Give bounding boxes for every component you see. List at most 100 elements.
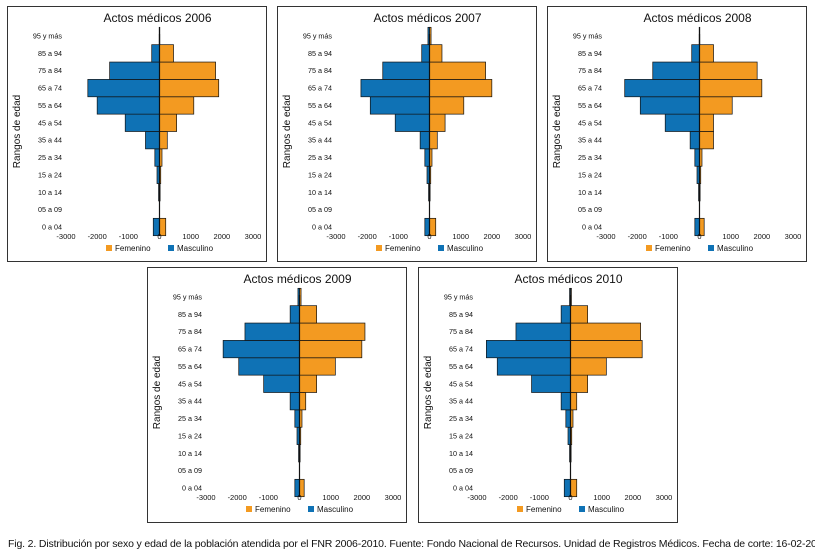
y-tick-label-0-a-04: 0 a 04 — [42, 223, 62, 232]
bar-femenino-45-a-54 — [570, 374, 588, 393]
y-tick-label-25-a-34: 25 a 34 — [449, 414, 473, 423]
bar-femenino-75-a-84 — [429, 61, 486, 80]
y-axis-label: Rangos de edad — [282, 95, 293, 168]
legend-swatch-masculino — [438, 245, 444, 251]
bar-masculino-55-a-64 — [96, 96, 160, 115]
bar-femenino-85-a-94 — [429, 44, 443, 63]
x-tick-label-1000: -1000 — [259, 493, 278, 502]
bar-masculino-85-a-94 — [421, 44, 430, 63]
y-tick-label-25-a-34: 25 a 34 — [178, 414, 202, 423]
y-axis-label: Rangos de edad — [152, 356, 163, 429]
chart-panel-2009: Actos médicos 2009 Rangos de edad 0 a 04 05… — [147, 267, 407, 523]
x-tick-label-1000: -1000 — [389, 232, 408, 241]
bar-femenino-85-a-94 — [570, 305, 588, 324]
y-tick-label-65-a-74: 65 a 74 — [38, 84, 62, 93]
x-tick-label-1000: -1000 — [659, 232, 678, 241]
bar-masculino-35-a-44 — [560, 392, 571, 411]
bar-femenino-65-a-74 — [299, 340, 363, 359]
bar-femenino-75-a-84 — [299, 322, 366, 341]
x-tick-label-1000: 1000 — [593, 493, 610, 502]
bar-femenino-85-a-94 — [699, 44, 714, 63]
bar-masculino-55-a-64 — [238, 357, 300, 376]
y-axis-label: Rangos de edad — [552, 95, 563, 168]
x-tick-label-0: 0 — [427, 232, 431, 241]
bar-masculino-55-a-64 — [496, 357, 571, 376]
y-tick-label-15-a-24: 15 a 24 — [449, 431, 473, 440]
y-tick-label-95-y-m-s: 95 y más — [33, 32, 63, 41]
x-tick-label-0: 0 — [157, 232, 161, 241]
bar-femenino-75-a-84 — [699, 61, 758, 80]
bar-femenino-65-a-74 — [699, 79, 763, 98]
y-tick-label-10-a-14: 10 a 14 — [178, 449, 202, 458]
chart-panel-2010: Actos médicos 2010 Rangos de edad 0 a 04 05… — [418, 267, 678, 523]
x-tick-label-2000: -2000 — [228, 493, 247, 502]
x-tick-label-1000: -1000 — [530, 493, 549, 502]
chart-panel-2006: Actos médicos 2006 Rangos de edad 0 a 04 05… — [7, 6, 267, 262]
bar-masculino-45-a-54 — [394, 113, 430, 132]
x-tick-label-0: 0 — [697, 232, 701, 241]
bar-masculino-45-a-54 — [664, 113, 700, 132]
x-tick-label-3000: -3000 — [467, 493, 486, 502]
x-tick-label-2000: -2000 — [358, 232, 377, 241]
bar-femenino-65-a-74 — [429, 79, 493, 98]
legend-label-masculino: Masculino — [317, 505, 354, 514]
x-tick-label-3000: -3000 — [196, 493, 215, 502]
bar-femenino-45-a-54 — [429, 113, 446, 132]
bar-masculino-35-a-44 — [419, 131, 430, 150]
x-tick-label-3000: 3000 — [656, 493, 673, 502]
y-tick-label-25-a-34: 25 a 34 — [38, 153, 62, 162]
x-tick-label-1000: 1000 — [722, 232, 739, 241]
bar-femenino-35-a-44 — [159, 131, 168, 150]
x-tick-label-1000: -1000 — [119, 232, 138, 241]
y-tick-label-55-a-64: 55 a 64 — [578, 101, 602, 110]
y-tick-label-55-a-64: 55 a 64 — [308, 101, 332, 110]
bar-masculino-55-a-64 — [369, 96, 430, 115]
chart-title: Actos médicos 2010 — [514, 272, 622, 286]
x-tick-label-3000: 3000 — [785, 232, 802, 241]
y-tick-label-45-a-54: 45 a 54 — [449, 379, 473, 388]
bar-masculino-45-a-54 — [531, 374, 571, 393]
bar-masculino-65-a-74 — [624, 79, 700, 98]
chart-panel-2007: Actos médicos 2007 Rangos de edad 0 a 04 05… — [277, 6, 537, 262]
x-tick-label-2000: -2000 — [628, 232, 647, 241]
legend-swatch-masculino — [168, 245, 174, 251]
y-tick-label-85-a-94: 85 a 94 — [449, 310, 473, 319]
y-tick-label-95-y-m-s: 95 y más — [173, 293, 203, 302]
y-axis-label: Rangos de edad — [12, 95, 23, 168]
y-tick-label-75-a-84: 75 a 84 — [308, 66, 332, 75]
bar-femenino-45-a-54 — [699, 113, 714, 132]
legend-swatch-masculino — [308, 506, 314, 512]
bar-masculino-75-a-84 — [382, 61, 430, 80]
bar-femenino-85-a-94 — [159, 44, 174, 63]
y-tick-label-95-y-m-s: 95 y más — [573, 32, 603, 41]
y-tick-label-35-a-44: 35 a 44 — [178, 397, 202, 406]
bar-femenino-75-a-84 — [570, 322, 641, 341]
bar-femenino-35-a-44 — [570, 392, 578, 411]
x-tick-label-1000: 1000 — [182, 232, 199, 241]
bar-masculino-85-a-94 — [691, 44, 700, 63]
y-tick-label-65-a-74: 65 a 74 — [178, 345, 202, 354]
y-tick-label-10-a-14: 10 a 14 — [308, 188, 332, 197]
bar-femenino-55-a-64 — [299, 357, 336, 376]
y-tick-label-75-a-84: 75 a 84 — [178, 327, 202, 336]
x-tick-label-3000: 3000 — [245, 232, 262, 241]
x-tick-label-2000: -2000 — [88, 232, 107, 241]
bar-masculino-85-a-94 — [151, 44, 160, 63]
y-tick-label-45-a-54: 45 a 54 — [308, 118, 332, 127]
y-tick-label-05-a-09: 05 a 09 — [308, 205, 332, 214]
y-tick-label-45-a-54: 45 a 54 — [578, 118, 602, 127]
bar-masculino-35-a-44 — [145, 131, 160, 150]
y-tick-label-65-a-74: 65 a 74 — [449, 345, 473, 354]
x-tick-label-0: 0 — [297, 493, 301, 502]
bar-masculino-65-a-74 — [222, 340, 300, 359]
legend-label-masculino: Masculino — [177, 244, 214, 253]
y-tick-label-85-a-94: 85 a 94 — [578, 49, 602, 58]
y-tick-label-45-a-54: 45 a 54 — [178, 379, 202, 388]
bar-masculino-65-a-74 — [485, 340, 571, 359]
bar-masculino-35-a-44 — [689, 131, 700, 150]
bar-masculino-75-a-84 — [652, 61, 700, 80]
y-tick-label-35-a-44: 35 a 44 — [578, 136, 602, 145]
legend-label-masculino: Masculino — [447, 244, 484, 253]
